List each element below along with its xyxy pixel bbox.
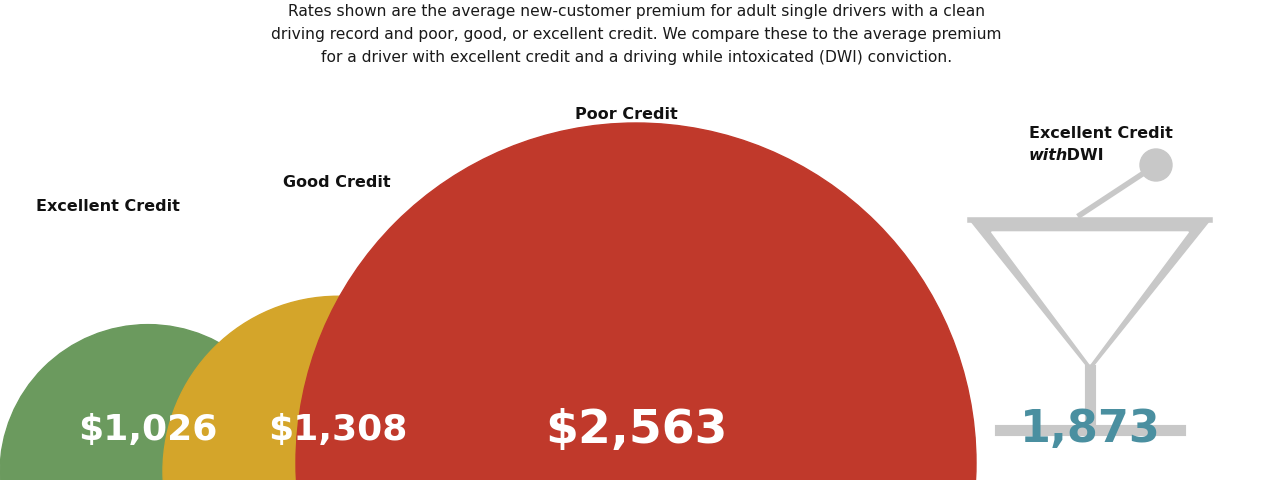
Polygon shape	[970, 220, 1211, 370]
Circle shape	[297, 123, 976, 480]
Text: 1,873: 1,873	[1020, 408, 1161, 452]
Text: DWI: DWI	[1060, 148, 1104, 163]
Polygon shape	[992, 232, 1189, 364]
Text: Good Credit: Good Credit	[283, 175, 391, 190]
Text: $1,026: $1,026	[79, 413, 218, 447]
Text: Excellent Credit: Excellent Credit	[1029, 126, 1172, 141]
Circle shape	[0, 324, 297, 480]
Text: Rates shown are the average new-customer premium for adult single drivers with a: Rates shown are the average new-customer…	[271, 4, 1002, 65]
Text: $2,563: $2,563	[545, 408, 727, 453]
Text: Excellent Credit: Excellent Credit	[36, 199, 179, 214]
Text: with: with	[1029, 148, 1068, 163]
Circle shape	[1141, 149, 1172, 181]
Circle shape	[163, 296, 513, 480]
Text: Poor Credit: Poor Credit	[575, 108, 679, 122]
Text: $1,308: $1,308	[269, 413, 407, 447]
